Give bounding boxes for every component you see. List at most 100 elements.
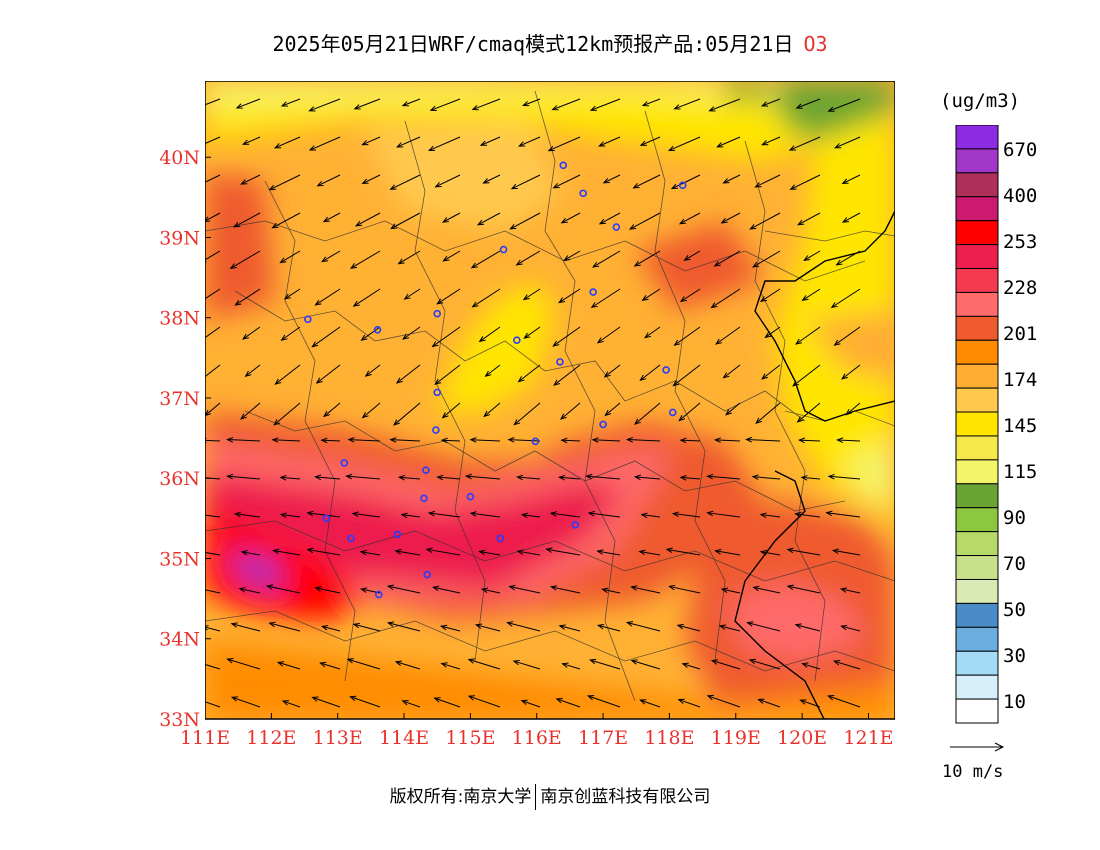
wind-arrow [517, 550, 541, 556]
wind-arrowhead [354, 220, 363, 227]
city-marker [423, 570, 432, 579]
wind-arrowhead [639, 140, 647, 146]
wind-arrow [350, 696, 381, 708]
city-marker [662, 366, 670, 374]
wind-arrowhead [347, 437, 355, 443]
wind-arrowhead [433, 697, 441, 703]
city-marker [513, 336, 521, 345]
wind-arrowhead [745, 436, 753, 443]
wind-arrow [387, 585, 421, 594]
wind-arrowhead [434, 181, 442, 188]
wind-arrow [790, 174, 821, 190]
wind-arrowhead [434, 378, 442, 385]
wind-arrow [230, 250, 261, 269]
wind-arrowhead [436, 474, 444, 481]
wind-arrowhead [560, 217, 568, 224]
wind-arrow [561, 439, 581, 442]
wind-arrow [281, 98, 301, 107]
wind-arrow [428, 136, 461, 151]
wind-arrowhead [470, 262, 478, 269]
wind-arrowhead [425, 547, 433, 553]
wind-arrowhead [390, 223, 398, 230]
wind-arrow [516, 250, 541, 266]
wind-arrow [548, 136, 581, 152]
wind-arrowhead [471, 105, 479, 111]
wind-arrowhead [716, 142, 724, 148]
wind-arrowhead [205, 216, 211, 222]
wind-arrow [353, 288, 381, 307]
wind-arrowhead [482, 178, 490, 184]
wind-arrowhead [752, 261, 760, 268]
wind-arrow [275, 364, 301, 385]
wind-arrowhead [792, 380, 800, 387]
wind-arrowhead [706, 473, 714, 480]
wind-arrow [348, 439, 381, 442]
wind-arrowhead [708, 106, 716, 112]
wind-arrowhead [467, 695, 476, 701]
wind-arrowhead [464, 473, 472, 480]
wind-arrowhead [725, 409, 732, 416]
wind-arrow [432, 326, 461, 347]
wind-arrowhead [755, 417, 763, 424]
wind-arrowhead [679, 296, 687, 303]
wind-arrow [309, 98, 341, 112]
wind-arrow [626, 622, 661, 632]
wind-arrowhead [240, 413, 247, 420]
wind-arrow [761, 364, 781, 380]
wind-arrow [513, 660, 541, 670]
wind-arrowhead [678, 414, 686, 422]
lat-label: 37N [159, 388, 200, 410]
wind-arrowhead [484, 370, 492, 378]
wind-arrowhead [272, 548, 280, 555]
city-marker [433, 388, 442, 397]
wind-arrow [353, 623, 381, 632]
colorbar-swatch [955, 387, 999, 413]
lon-label: 116E [512, 727, 562, 749]
wind-arrow [631, 586, 661, 594]
wind-arrowhead [314, 299, 322, 306]
wind-arrowhead [633, 260, 641, 267]
wind-arrow [725, 402, 741, 416]
lon-label: 115E [445, 727, 495, 749]
wind-arrow [795, 513, 821, 518]
wind-arrowhead [397, 474, 406, 481]
wind-arrowhead [590, 302, 598, 309]
wind-arrow [711, 660, 741, 670]
title-text: 2025年05月21日WRF/cmaq模式12km预报产品:05月21日 [272, 32, 794, 56]
wind-arrowhead [386, 584, 395, 591]
wind-arrowhead [226, 658, 234, 664]
wind-arrowhead [845, 409, 853, 416]
wind-arrowhead [268, 621, 276, 628]
wind-arrow [597, 326, 621, 344]
colorbar-swatch [955, 674, 999, 700]
wind-arrow [205, 551, 221, 556]
wind-arrow [352, 513, 381, 518]
wind-arrowhead [352, 300, 360, 307]
wind-arrowhead [683, 255, 691, 261]
wind-arrow [518, 364, 541, 383]
wind-arrow [390, 439, 421, 442]
wind-arrowhead [679, 475, 687, 481]
wind-arrowhead [478, 336, 486, 343]
wind-arrow [563, 250, 581, 261]
wind-arrowhead [710, 659, 719, 665]
wind-arrow [640, 699, 661, 708]
wind-arrowhead [316, 181, 324, 187]
colorbar-swatch [955, 578, 999, 604]
wind-arrow [803, 250, 821, 261]
wind-arrowhead [359, 549, 367, 556]
wind-arrowhead [625, 436, 634, 443]
wind-arrowhead [320, 625, 329, 631]
wind-arrowhead [235, 103, 243, 109]
wind-arrowhead [786, 547, 794, 554]
wind-arrow [267, 585, 301, 594]
wind-arrowhead [673, 104, 681, 110]
wind-arrow [280, 476, 301, 480]
wind-arrowhead [794, 623, 802, 629]
wind-arrowhead [233, 221, 241, 228]
colorbar-swatch [955, 291, 999, 317]
wind-arrow [347, 658, 381, 670]
wind-arrow [315, 587, 341, 594]
colorbar-swatch [955, 531, 999, 557]
wind-arrow [556, 698, 581, 708]
